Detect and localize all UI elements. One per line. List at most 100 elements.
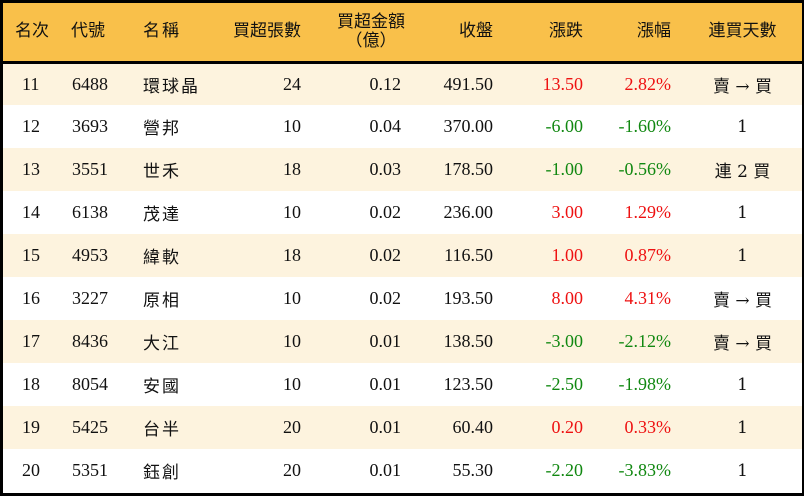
cell-close: 193.50 (443, 288, 494, 308)
cell-name: 環球晶 (143, 76, 200, 97)
cell-code: 3551 (72, 159, 108, 179)
cell-change: -6.00 (545, 116, 584, 136)
header-change-pct: 漲幅 (591, 3, 683, 64)
cell-name: 台半 (143, 420, 181, 440)
cell-name: 茂達 (143, 205, 181, 225)
table-row: 16 3227 原相 10 0.02 193.50 8.00 4.31% 賣 →… (3, 277, 802, 320)
cell-name: 安國 (143, 377, 181, 397)
cell-buy-streak: 1 (737, 245, 748, 266)
cell-buy-streak: 1 (737, 460, 748, 481)
cell-rank: 20 (22, 460, 40, 480)
cell-close: 116.50 (444, 245, 493, 265)
cell-code: 8436 (72, 331, 108, 351)
cell-net-buy-amount: 0.01 (369, 417, 402, 437)
table-row: 15 4953 緯軟 18 0.02 116.50 1.00 0.87% 1 (3, 234, 802, 277)
cell-net-buy-lots: 20 (283, 417, 301, 437)
header-buy-streak: 連買天數 (683, 3, 802, 64)
table-row: 17 8436 大江 10 0.01 138.50 -3.00 -2.12% 賣… (3, 320, 802, 363)
cell-buy-streak: 賣 → 買 (712, 291, 773, 311)
cell-net-buy-amount: 0.04 (369, 116, 402, 136)
cell-close: 55.30 (452, 460, 494, 480)
cell-close: 60.40 (452, 417, 494, 437)
header-net-buy-lots: 買超張數 (227, 3, 309, 64)
header-net-buy-amount-line1: 買超金額 (337, 11, 405, 32)
cell-net-buy-lots: 10 (283, 202, 301, 222)
cell-buy-streak: 1 (737, 202, 748, 223)
cell-buy-streak: 賣 → 買 (712, 76, 773, 97)
cell-code: 3693 (72, 116, 108, 136)
cell-change-pct: -0.56% (618, 159, 672, 179)
cell-change-pct: 2.82% (624, 73, 672, 94)
header-name: 名稱 (133, 3, 227, 64)
header-net-buy-amount-line2: （億） (345, 30, 397, 51)
cell-close: 123.50 (443, 374, 494, 394)
header-net-buy-amount-text: 買超金額 （億） (337, 11, 405, 51)
cell-code: 6138 (72, 202, 108, 222)
cell-change: 13.50 (542, 73, 584, 94)
table-row: 14 6138 茂達 10 0.02 236.00 3.00 1.29% 1 (3, 191, 802, 234)
header-row: 名次 代號 名稱 買超張數 買超金額 （億） 收盤 漲跌 漲幅 連買天數 (3, 3, 802, 64)
table-row: 19 5425 台半 20 0.01 60.40 0.20 0.33% 1 (3, 406, 802, 449)
table-row: 13 3551 世禾 18 0.03 178.50 -1.00 -0.56% 連… (3, 148, 802, 191)
cell-close: 370.00 (443, 116, 494, 136)
cell-buy-streak: 連 2 買 (714, 162, 771, 182)
cell-change-pct: 0.87% (624, 245, 672, 265)
cell-net-buy-amount: 0.02 (369, 202, 402, 222)
table-body: 11 6488 環球晶 24 0.12 491.50 13.50 2.82% 賣… (3, 62, 802, 492)
header-rank: 名次 (3, 3, 65, 64)
cell-net-buy-lots: 18 (283, 245, 301, 265)
cell-change: -3.00 (545, 331, 584, 351)
cell-net-buy-amount: 0.01 (369, 374, 402, 394)
cell-close: 178.50 (443, 159, 494, 179)
cell-change: 3.00 (551, 202, 584, 222)
table-header: 名次 代號 名稱 買超張數 買超金額 （億） 收盤 漲跌 漲幅 連買天數 (3, 3, 802, 64)
cell-rank: 12 (22, 116, 40, 136)
cell-rank: 18 (22, 374, 40, 394)
cell-net-buy-lots: 24 (283, 73, 301, 94)
cell-rank: 17 (22, 331, 40, 351)
cell-net-buy-lots: 10 (283, 374, 301, 394)
cell-name: 鈺創 (143, 463, 181, 483)
cell-name: 世禾 (143, 162, 181, 182)
cell-change: 1.00 (551, 245, 584, 265)
cell-rank: 15 (22, 245, 40, 265)
cell-change-pct: 0.33% (624, 417, 672, 437)
cell-close: 491.50 (443, 73, 494, 94)
cell-net-buy-lots: 18 (283, 159, 301, 179)
cell-change: 0.20 (551, 417, 584, 437)
cell-change: -1.00 (545, 159, 584, 179)
cell-code: 8054 (72, 374, 108, 394)
table-row: 20 5351 鈺創 20 0.01 55.30 -2.20 -3.83% 1 (3, 449, 802, 492)
cell-close: 236.00 (443, 202, 494, 222)
cell-name: 營邦 (143, 119, 181, 139)
cell-change-pct: 1.29% (624, 202, 672, 222)
header-code: 代號 (65, 3, 133, 64)
cell-net-buy-amount: 0.03 (369, 159, 402, 179)
cell-change: -2.50 (545, 374, 584, 394)
cell-change: -2.20 (545, 460, 584, 480)
table-row: 18 8054 安國 10 0.01 123.50 -2.50 -1.98% 1 (3, 363, 802, 406)
cell-net-buy-lots: 10 (283, 288, 301, 308)
cell-code: 4953 (72, 245, 108, 265)
cell-change-pct: -1.60% (618, 116, 672, 136)
cell-close: 138.50 (443, 331, 494, 351)
cell-change-pct: -1.98% (618, 374, 672, 394)
cell-buy-streak: 1 (737, 417, 748, 438)
cell-net-buy-amount: 0.01 (369, 331, 402, 351)
header-net-buy-amount: 買超金額 （億） (309, 3, 409, 64)
table-row: 11 6488 環球晶 24 0.12 491.50 13.50 2.82% 賣… (3, 62, 802, 105)
cell-change-pct: -3.83% (618, 460, 672, 480)
cell-code: 5425 (72, 417, 108, 437)
cell-rank: 14 (22, 202, 40, 222)
cell-net-buy-amount: 0.01 (369, 460, 402, 480)
cell-code: 3227 (72, 288, 108, 308)
cell-rank: 19 (22, 417, 40, 437)
cell-buy-streak: 1 (737, 374, 748, 395)
cell-code: 6488 (72, 73, 108, 94)
table-row: 12 3693 營邦 10 0.04 370.00 -6.00 -1.60% 1 (3, 105, 802, 148)
cell-name: 原相 (143, 291, 181, 311)
cell-rank: 11 (22, 73, 40, 94)
header-change: 漲跌 (501, 3, 591, 64)
cell-net-buy-amount: 0.02 (369, 245, 402, 265)
